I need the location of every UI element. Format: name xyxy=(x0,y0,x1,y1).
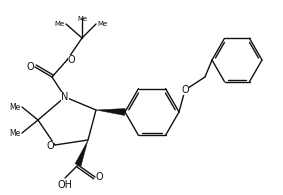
Text: OH: OH xyxy=(57,180,72,190)
Text: Me: Me xyxy=(77,16,87,22)
Text: Me: Me xyxy=(10,103,21,112)
Polygon shape xyxy=(75,140,88,166)
Text: N: N xyxy=(61,92,69,102)
Text: Me: Me xyxy=(55,21,65,27)
Text: O: O xyxy=(46,141,54,151)
Polygon shape xyxy=(96,108,125,115)
Text: O: O xyxy=(181,85,189,95)
Text: Me: Me xyxy=(97,21,107,27)
Text: O: O xyxy=(26,62,34,72)
Text: O: O xyxy=(96,172,104,182)
Text: Me: Me xyxy=(10,129,21,137)
Text: O: O xyxy=(68,55,76,65)
